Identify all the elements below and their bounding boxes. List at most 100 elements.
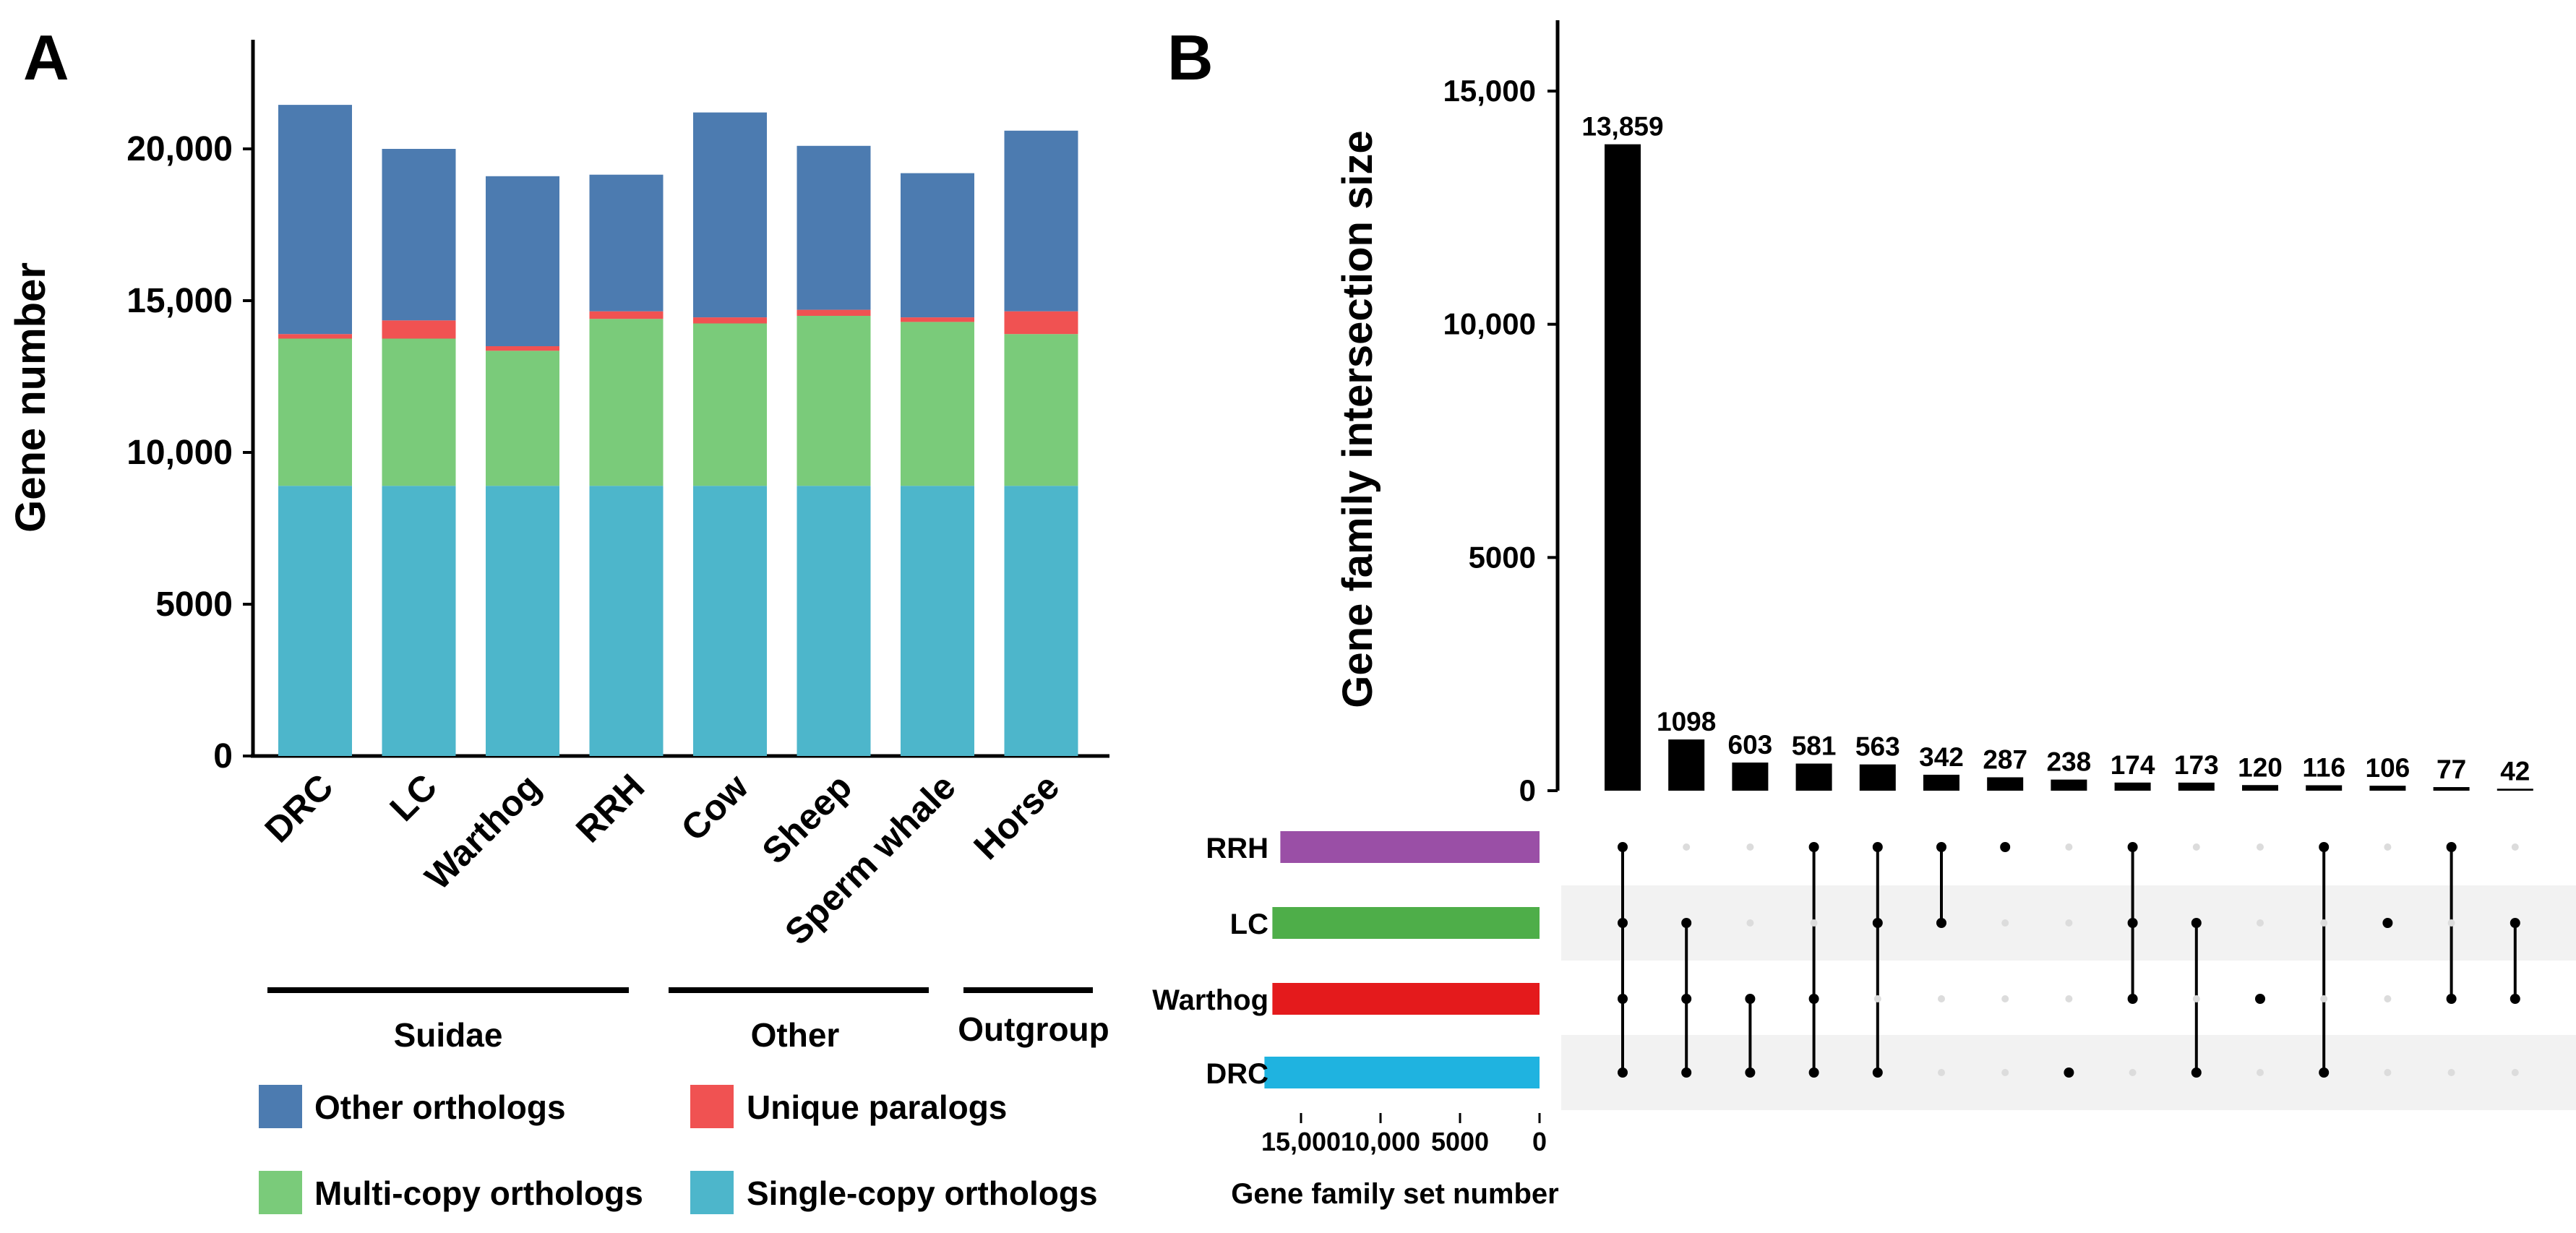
- intersection-bar-5: [1859, 764, 1896, 791]
- matrix-dot-drc-13: [2384, 1069, 2392, 1076]
- bar-segment-cow-single-copy-orthologs: [693, 486, 767, 756]
- matrix-dot-lc-7: [2001, 919, 2009, 927]
- matrix-dot-warthog-4: [1808, 994, 1819, 1004]
- panel-a-y-tick-label: 15,000: [126, 282, 233, 320]
- intersection-bar-6: [1923, 774, 1959, 791]
- set-size-bar-drc: [1264, 1057, 1540, 1088]
- intersection-value-label-13: 106: [2366, 753, 2410, 783]
- matrix-dot-drc-15: [2511, 1069, 2519, 1076]
- bar-segment-lc-single-copy-orthologs: [382, 486, 456, 756]
- intersection-value-label-15: 42: [2500, 756, 2530, 786]
- intersection-bar-11: [2242, 785, 2278, 791]
- set-size-x-tick-label: 5000: [1431, 1127, 1489, 1156]
- panel-a-y-tick-label: 0: [213, 737, 233, 776]
- matrix-dot-drc-12: [2319, 1067, 2330, 1078]
- bar-segment-sheep-single-copy-orthologs: [797, 486, 871, 756]
- intersection-bar-8: [2051, 779, 2087, 791]
- matrix-dot-lc-12: [2320, 919, 2328, 927]
- x-tick-label-sheep: Sheep: [755, 766, 860, 872]
- set-size-x-tick-label: 10,000: [1341, 1127, 1420, 1156]
- matrix-dot-warthog-1: [1618, 994, 1628, 1004]
- matrix-dot-drc-6: [1938, 1069, 1945, 1076]
- matrix-dot-rrh-4: [1808, 842, 1819, 852]
- matrix-dot-rrh-11: [2257, 843, 2264, 851]
- intersection-value-label-4: 581: [1792, 731, 1837, 761]
- bar-segment-sperm-whale-single-copy-orthologs: [901, 486, 974, 756]
- panel-a-label: A: [23, 22, 69, 93]
- panel-b-y-tick-label: 15,000: [1443, 74, 1536, 108]
- matrix-dot-lc-2: [1681, 918, 1692, 928]
- matrix-dot-drc-3: [1745, 1067, 1756, 1078]
- intersection-value-label-12: 116: [2302, 753, 2345, 783]
- matrix-dot-warthog-15: [2510, 994, 2520, 1004]
- matrix-dot-lc-15: [2510, 918, 2520, 928]
- bar-segment-sperm-whale-multi-copy-orthologs: [901, 322, 974, 486]
- matrix-dot-lc-8: [2065, 919, 2073, 927]
- bar-segment-warthog-unique-paralogs: [486, 346, 559, 351]
- bar-segment-drc-unique-paralogs: [278, 334, 352, 339]
- bar-segment-rrh-other-orthologs: [589, 174, 664, 312]
- matrix-dot-drc-5: [1872, 1067, 1883, 1078]
- matrix-dot-warthog-3: [1745, 994, 1756, 1004]
- set-size-bar-lc: [1272, 907, 1540, 939]
- matrix-dot-lc-3: [1746, 919, 1754, 927]
- matrix-dot-rrh-5: [1872, 842, 1883, 852]
- intersection-value-label-2: 1098: [1657, 707, 1716, 736]
- bar-segment-rrh-unique-paralogs: [589, 311, 664, 319]
- set-size-bar-rrh: [1280, 831, 1540, 863]
- bar-segment-sperm-whale-other-orthologs: [901, 173, 974, 318]
- matrix-dot-warthog-10: [2192, 995, 2200, 1002]
- intersection-value-label-9: 174: [2111, 750, 2155, 780]
- legend-swatch-single-copy-orthologs: [690, 1171, 734, 1214]
- matrix-dot-rrh-10: [2192, 843, 2200, 851]
- matrix-dot-drc-10: [2191, 1067, 2202, 1078]
- group-label-other: Other: [751, 1016, 840, 1054]
- matrix-dot-rrh-2: [1683, 843, 1691, 851]
- bar-segment-lc-unique-paralogs: [382, 320, 456, 339]
- panel-b-y-tick-label: 0: [1519, 773, 1536, 807]
- matrix-dot-lc-1: [1618, 918, 1628, 928]
- x-tick-label-rrh: RRH: [568, 766, 652, 850]
- bar-segment-horse-single-copy-orthologs: [1004, 486, 1078, 756]
- intersection-value-label-1: 13,859: [1581, 112, 1663, 142]
- legend-swatch-other-orthologs: [259, 1085, 302, 1128]
- bar-segment-warthog-multi-copy-orthologs: [486, 351, 559, 486]
- matrix-dot-rrh-6: [1936, 842, 1946, 852]
- bar-segment-cow-multi-copy-orthologs: [693, 323, 767, 486]
- bar-segment-horse-other-orthologs: [1004, 130, 1078, 312]
- matrix-dot-warthog-12: [2320, 995, 2328, 1002]
- legend-label-single-copy-orthologs: Single-copy orthologs: [747, 1174, 1098, 1212]
- set-size-bar-warthog: [1272, 983, 1540, 1015]
- set-size-axis-label: Gene family set number: [1231, 1178, 1558, 1210]
- bar-segment-sheep-multi-copy-orthologs: [797, 316, 871, 486]
- x-tick-label-horse: Horse: [966, 766, 1067, 867]
- matrix-dot-lc-4: [1810, 919, 1818, 927]
- panel-b-label: B: [1167, 22, 1214, 93]
- matrix-dot-drc-8: [2064, 1067, 2074, 1078]
- matrix-dot-rrh-7: [2000, 842, 2011, 852]
- panel-a-y-tick-label: 10,000: [126, 434, 233, 472]
- matrix-dot-warthog-2: [1681, 994, 1692, 1004]
- bar-segment-rrh-multi-copy-orthologs: [589, 319, 664, 486]
- intersection-bar-14: [2433, 787, 2470, 791]
- panel-a-y-tick-label: 20,000: [126, 130, 233, 168]
- matrix-dot-rrh-12: [2319, 842, 2330, 852]
- matrix-dot-rrh-15: [2511, 843, 2519, 851]
- intersection-bar-3: [1732, 762, 1769, 791]
- intersection-bar-12: [2306, 785, 2343, 791]
- bar-segment-drc-single-copy-orthologs: [278, 486, 352, 756]
- panel-a-legend: Other orthologs Unique paralogs Multi-co…: [259, 1085, 1098, 1214]
- bar-segment-drc-other-orthologs: [278, 105, 352, 335]
- panel-b-y-tick-label: 5000: [1469, 540, 1536, 574]
- matrix-dot-lc-6: [1936, 918, 1946, 928]
- legend-swatch-unique-paralogs: [690, 1085, 734, 1128]
- bar-segment-lc-multi-copy-orthologs: [382, 338, 456, 486]
- bar-segment-cow-unique-paralogs: [693, 317, 767, 324]
- bar-segment-sheep-other-orthologs: [797, 145, 871, 310]
- group-label-outgroup: Outgroup: [958, 1010, 1109, 1048]
- matrix-dot-warthog-9: [2127, 994, 2138, 1004]
- intersection-bar-1: [1605, 144, 1641, 791]
- intersection-bar-4: [1795, 763, 1832, 791]
